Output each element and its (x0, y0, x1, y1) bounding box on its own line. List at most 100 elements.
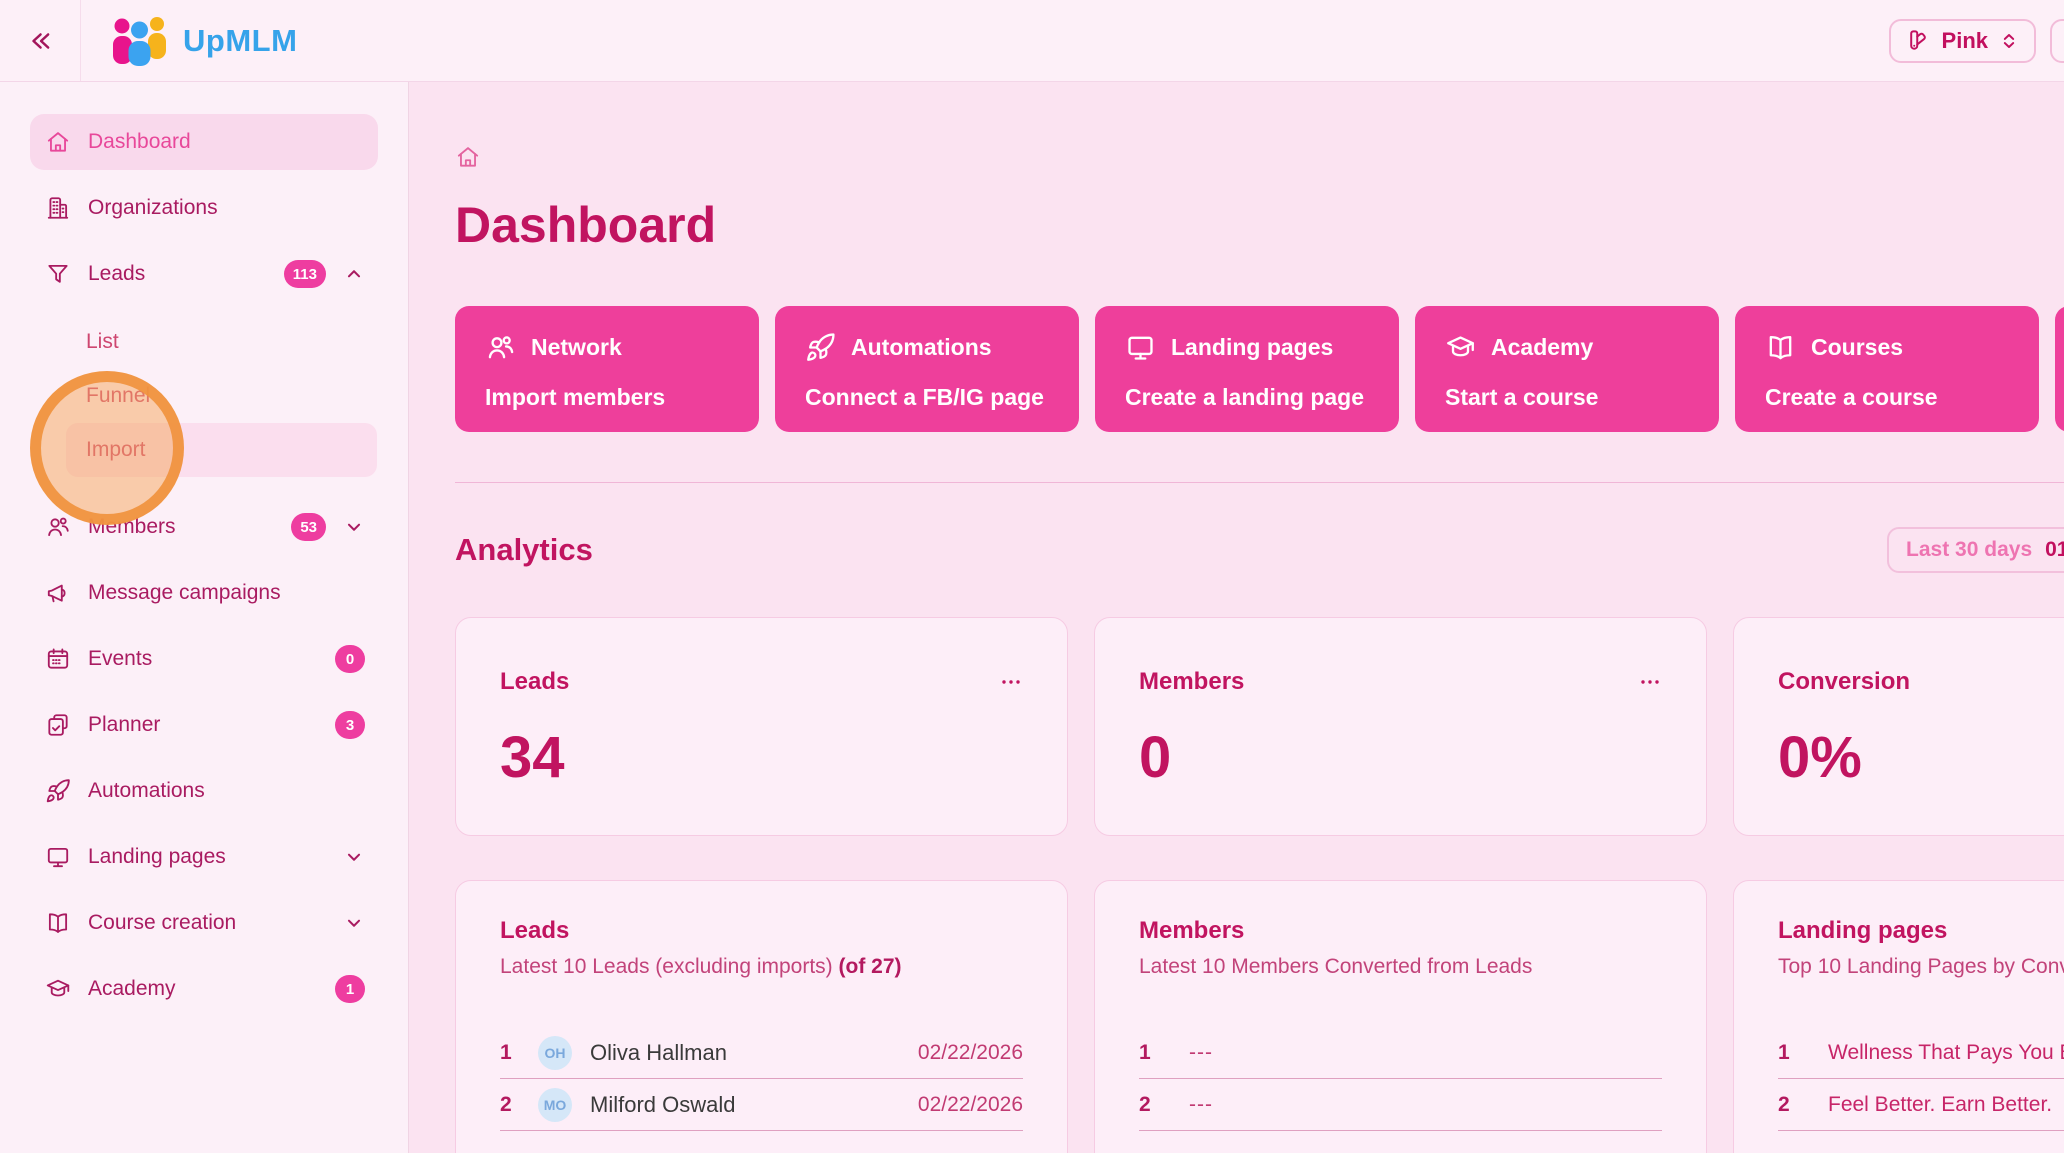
member-row[interactable]: 1 --- (1139, 1027, 1662, 1079)
users-icon (45, 514, 71, 540)
date-range-selector[interactable]: Last 30 days 01/2 (1887, 527, 2064, 573)
quick-action-title: Academy (1491, 334, 1594, 360)
sidebar-collapse-button[interactable] (0, 0, 81, 81)
stat-card-value: 34 (500, 725, 565, 790)
list-card-subtitle: Latest 10 Members Converted from Leads (1139, 955, 1533, 978)
chevron-up-down-icon (1999, 31, 2019, 51)
chevron-down-icon[interactable] (343, 846, 365, 868)
stat-card-title: Members (1139, 668, 1245, 695)
lead-row[interactable]: 2 MO Milford Oswald 02/22/2026 (500, 1079, 1023, 1131)
lead-date: 02/22/2026 (917, 1092, 1023, 1116)
megaphone-icon (45, 580, 71, 606)
quick-action-clipped[interactable]: C (2055, 306, 2064, 432)
quick-actions-row: Network Import members Automations Conne… (455, 306, 2064, 432)
quick-action-network[interactable]: Network Import members (455, 306, 759, 432)
quick-action-title: Courses (1811, 334, 1904, 360)
sidebar-item-academy[interactable]: Academy 1 (0, 956, 408, 1022)
page-title: Dashboard (455, 197, 717, 253)
sidebar-item-members[interactable]: Members 53 (0, 494, 408, 560)
chevron-up-icon[interactable] (343, 263, 365, 285)
stat-card-title: Leads (500, 668, 570, 695)
sidebar-subitem-label: List (86, 330, 119, 353)
book-open-icon (1765, 332, 1796, 363)
sidebar-subitem-list[interactable]: List (0, 315, 408, 369)
sidebar: Dashboard Organizations Leads 113 List F… (0, 82, 409, 1153)
stat-card-value: 0% (1778, 725, 1862, 790)
sidebar-item-label: Academy (88, 977, 176, 1000)
landing-page-row[interactable]: 2 Feel Better. Earn Better. (1778, 1079, 2064, 1131)
row-number: 1 (500, 1040, 512, 1064)
sidebar-item-planner[interactable]: Planner 3 (0, 692, 408, 758)
quick-action-title: Automations (851, 334, 992, 360)
chevron-down-icon[interactable] (343, 912, 365, 934)
clipboard-check-icon (45, 712, 71, 738)
subtitle-bold-text: (of 27) (838, 955, 902, 978)
stat-cards-row: Leads 34 Members 0 Conversion 0% (455, 617, 2064, 836)
sidebar-subitem-funnel[interactable]: Funnel (0, 369, 408, 423)
quick-action-subtitle: Connect a FB/IG page (805, 384, 1044, 410)
sidebar-item-course-creation[interactable]: Course creation (0, 890, 408, 956)
stat-card-leads: Leads 34 (455, 617, 1068, 836)
quick-action-courses[interactable]: Courses Create a course (1735, 306, 2039, 432)
quick-action-title: Network (531, 334, 622, 360)
landing-pages-list-card: Landing pages Top 10 Landing Pages by Co… (1733, 880, 2064, 1153)
landing-page-name: Wellness That Pays You Back (1828, 1040, 2064, 1064)
sidebar-subitem-label: Import (86, 438, 146, 461)
leads-submenu: List Funnel Import (0, 315, 408, 477)
sidebar-item-label: Automations (88, 779, 205, 802)
avatar: MO (538, 1087, 572, 1122)
clipped-edge-button[interactable] (2050, 18, 2064, 63)
planner-count-badge: 3 (335, 711, 365, 739)
row-number: 2 (1778, 1092, 1790, 1116)
theme-select[interactable]: Pink (1888, 18, 2036, 63)
quick-action-title: Landing pages (1171, 334, 1334, 360)
sidebar-item-automations[interactable]: Automations (0, 758, 408, 824)
members-list-card: Members Latest 10 Members Converted from… (1094, 880, 1707, 1153)
sidebar-item-message-campaigns[interactable]: Message campaigns (0, 560, 408, 626)
graduation-cap-icon (1445, 332, 1476, 363)
sidebar-item-landing-pages[interactable]: Landing pages (0, 824, 408, 890)
app-logo[interactable]: UpMLM (109, 15, 297, 67)
double-chevron-left-icon (27, 28, 53, 54)
sidebar-item-label: Planner (88, 713, 161, 736)
lead-date: 02/22/2026 (917, 1040, 1023, 1064)
members-count-badge: 53 (291, 513, 326, 541)
sidebar-item-organizations[interactable]: Organizations (0, 175, 408, 241)
more-menu-icon[interactable] (999, 670, 1023, 694)
quick-action-automations[interactable]: Automations Connect a FB/IG page (775, 306, 1079, 432)
subtitle-text: Latest 10 Leads (excluding imports) (500, 955, 839, 978)
quick-action-landing-pages[interactable]: Landing pages Create a landing page (1095, 306, 1399, 432)
home-icon (45, 129, 71, 155)
more-menu-icon[interactable] (1638, 670, 1662, 694)
quick-action-academy[interactable]: Academy Start a course (1415, 306, 1719, 432)
empty-value: --- (1189, 1092, 1213, 1116)
row-number: 2 (1139, 1092, 1151, 1116)
sidebar-subitem-import[interactable]: Import (66, 423, 377, 477)
stat-card-value: 0 (1139, 725, 1172, 790)
lead-row[interactable]: 1 OH Oliva Hallman 02/22/2026 (500, 1027, 1023, 1079)
breadcrumb-home-icon[interactable] (455, 144, 481, 170)
logo-people-icon (109, 15, 171, 67)
analytics-title: Analytics (455, 532, 593, 567)
stat-card-conversion: Conversion 0% (1733, 617, 2064, 836)
member-row[interactable]: 2 --- (1139, 1079, 1662, 1131)
sidebar-item-label: Landing pages (88, 845, 226, 868)
lead-name: Milford Oswald (590, 1091, 736, 1117)
sidebar-item-label: Course creation (88, 911, 237, 934)
quick-action-subtitle: Create a course (1765, 384, 1938, 410)
monitor-icon (1125, 332, 1156, 363)
list-cards-row: Leads Latest 10 Leads (excluding imports… (455, 880, 2064, 1153)
quick-action-subtitle: Import members (485, 384, 666, 410)
sidebar-item-dashboard[interactable]: Dashboard (30, 114, 378, 170)
sidebar-item-events[interactable]: Events 0 (0, 626, 408, 692)
topbar: UpMLM Pink (0, 0, 2064, 82)
sidebar-item-leads[interactable]: Leads 113 (0, 241, 408, 307)
building-icon (45, 195, 71, 221)
monitor-icon (45, 844, 71, 870)
lead-name: Oliva Hallman (590, 1039, 727, 1065)
users-icon (485, 332, 516, 363)
chevron-down-icon[interactable] (343, 516, 365, 538)
sidebar-item-label: Leads (88, 262, 146, 285)
landing-page-row[interactable]: 1 Wellness That Pays You Back (1778, 1027, 2064, 1079)
list-card-subtitle: Top 10 Landing Pages by Convers (1778, 955, 2064, 978)
